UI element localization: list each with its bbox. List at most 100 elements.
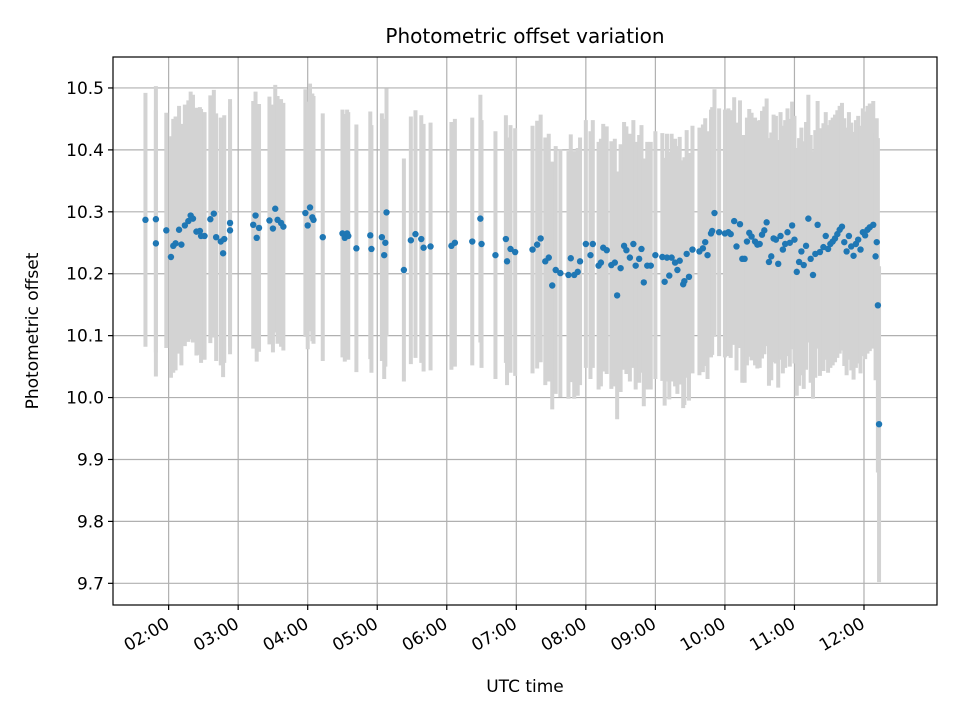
data-point bbox=[172, 240, 179, 247]
data-point bbox=[798, 248, 805, 255]
data-point bbox=[685, 273, 693, 281]
data-point bbox=[574, 268, 581, 276]
data-point bbox=[875, 420, 883, 428]
data-point bbox=[786, 239, 794, 246]
data-point bbox=[219, 250, 227, 257]
y-tick-label: 10.1 bbox=[66, 327, 104, 347]
data-point bbox=[802, 242, 810, 250]
data-point bbox=[302, 209, 309, 217]
data-point bbox=[420, 244, 427, 251]
data-point bbox=[152, 216, 160, 223]
plot-frame bbox=[112, 56, 938, 606]
data-point bbox=[545, 254, 552, 261]
data-point bbox=[597, 259, 605, 266]
data-point bbox=[613, 292, 621, 299]
data-point bbox=[795, 258, 803, 266]
data-point bbox=[824, 245, 832, 253]
data-point bbox=[850, 252, 857, 259]
data-point bbox=[310, 216, 317, 224]
data-point bbox=[210, 210, 218, 217]
data-point bbox=[181, 222, 189, 229]
data-point bbox=[582, 240, 590, 248]
data-point bbox=[663, 254, 671, 261]
data-point bbox=[418, 235, 425, 243]
data-point bbox=[668, 254, 675, 261]
x-axis-label: UTC time bbox=[486, 677, 564, 697]
data-point bbox=[805, 215, 812, 222]
data-point bbox=[854, 236, 862, 243]
data-point bbox=[212, 233, 220, 241]
data-point bbox=[189, 215, 197, 222]
data-point bbox=[175, 226, 183, 233]
data-point bbox=[502, 235, 510, 243]
data-point bbox=[617, 264, 624, 272]
data-point bbox=[730, 217, 738, 225]
data-point bbox=[838, 223, 846, 230]
y-tick-label: 10.2 bbox=[66, 265, 104, 285]
data-point bbox=[178, 241, 185, 248]
data-point bbox=[874, 302, 882, 309]
data-point bbox=[383, 209, 390, 216]
data-point bbox=[772, 236, 780, 243]
data-point bbox=[469, 238, 476, 245]
data-point bbox=[576, 258, 584, 265]
data-point bbox=[845, 232, 853, 240]
data-point bbox=[537, 235, 544, 242]
data-point bbox=[704, 251, 711, 259]
data-point bbox=[666, 272, 673, 279]
data-point bbox=[503, 258, 511, 265]
data-point bbox=[152, 240, 160, 247]
data-point bbox=[674, 266, 681, 274]
data-point bbox=[400, 266, 408, 274]
data-point bbox=[587, 251, 594, 259]
data-point bbox=[630, 240, 637, 248]
data-point bbox=[708, 227, 716, 235]
data-point bbox=[272, 205, 279, 212]
y-tick-label: 10.5 bbox=[66, 79, 104, 99]
data-point bbox=[196, 227, 204, 235]
data-point bbox=[733, 243, 740, 250]
data-point bbox=[319, 233, 326, 241]
data-point bbox=[715, 229, 723, 236]
data-point bbox=[861, 232, 869, 239]
data-point bbox=[791, 236, 798, 243]
data-point bbox=[533, 241, 541, 248]
data-point bbox=[748, 233, 755, 240]
data-point bbox=[661, 278, 668, 285]
data-point bbox=[638, 245, 645, 253]
y-axis: 9.7 9.8 9.9 10.0 10.1 10.2 10.3 10.4 10.5 bbox=[66, 79, 113, 594]
data-point bbox=[793, 268, 800, 276]
data-point bbox=[816, 248, 824, 256]
data-point bbox=[822, 232, 829, 240]
data-point bbox=[549, 282, 556, 289]
data-point bbox=[507, 245, 514, 253]
data-point bbox=[407, 237, 415, 244]
data-point bbox=[451, 239, 459, 246]
data-point bbox=[142, 216, 149, 224]
data-point bbox=[589, 240, 596, 248]
data-point bbox=[857, 246, 864, 253]
data-point bbox=[345, 232, 352, 240]
data-point bbox=[779, 246, 787, 253]
data-point bbox=[253, 234, 260, 242]
data-point bbox=[306, 204, 314, 211]
data-point bbox=[167, 253, 175, 261]
data-point bbox=[761, 227, 768, 234]
data-point bbox=[382, 239, 389, 246]
data-point bbox=[809, 271, 817, 279]
data-point bbox=[872, 253, 879, 260]
y-tick-label: 9.8 bbox=[77, 512, 104, 532]
data-point bbox=[647, 262, 654, 269]
data-point bbox=[353, 245, 360, 252]
data-point bbox=[756, 240, 763, 248]
data-point bbox=[492, 251, 499, 259]
data-point bbox=[226, 227, 234, 234]
data-point bbox=[427, 243, 434, 250]
data-point bbox=[777, 232, 784, 240]
data-point bbox=[814, 221, 821, 229]
data-point bbox=[870, 221, 877, 229]
data-point bbox=[800, 261, 807, 269]
data-point bbox=[567, 255, 574, 262]
data-point bbox=[681, 277, 688, 285]
data-point bbox=[380, 251, 388, 259]
